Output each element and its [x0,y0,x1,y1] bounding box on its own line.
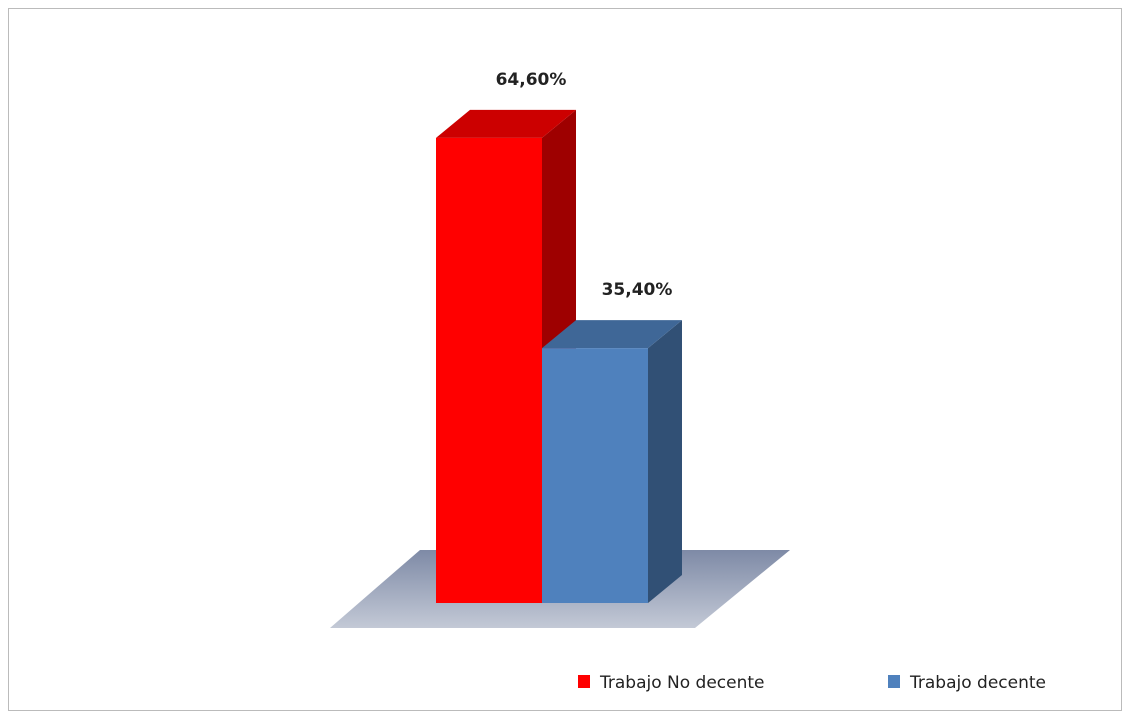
legend-swatch [888,675,900,688]
legend-swatch [578,675,590,688]
bar-top [542,320,682,349]
data-label: 35,40% [602,280,673,300]
data-label: 64,60% [496,70,567,90]
bar [542,348,648,603]
legend-label: Trabajo No decente [599,673,765,693]
bar [436,137,542,603]
bar-top [436,109,576,138]
bar-side [648,320,682,603]
legend-label: Trabajo decente [909,673,1046,693]
